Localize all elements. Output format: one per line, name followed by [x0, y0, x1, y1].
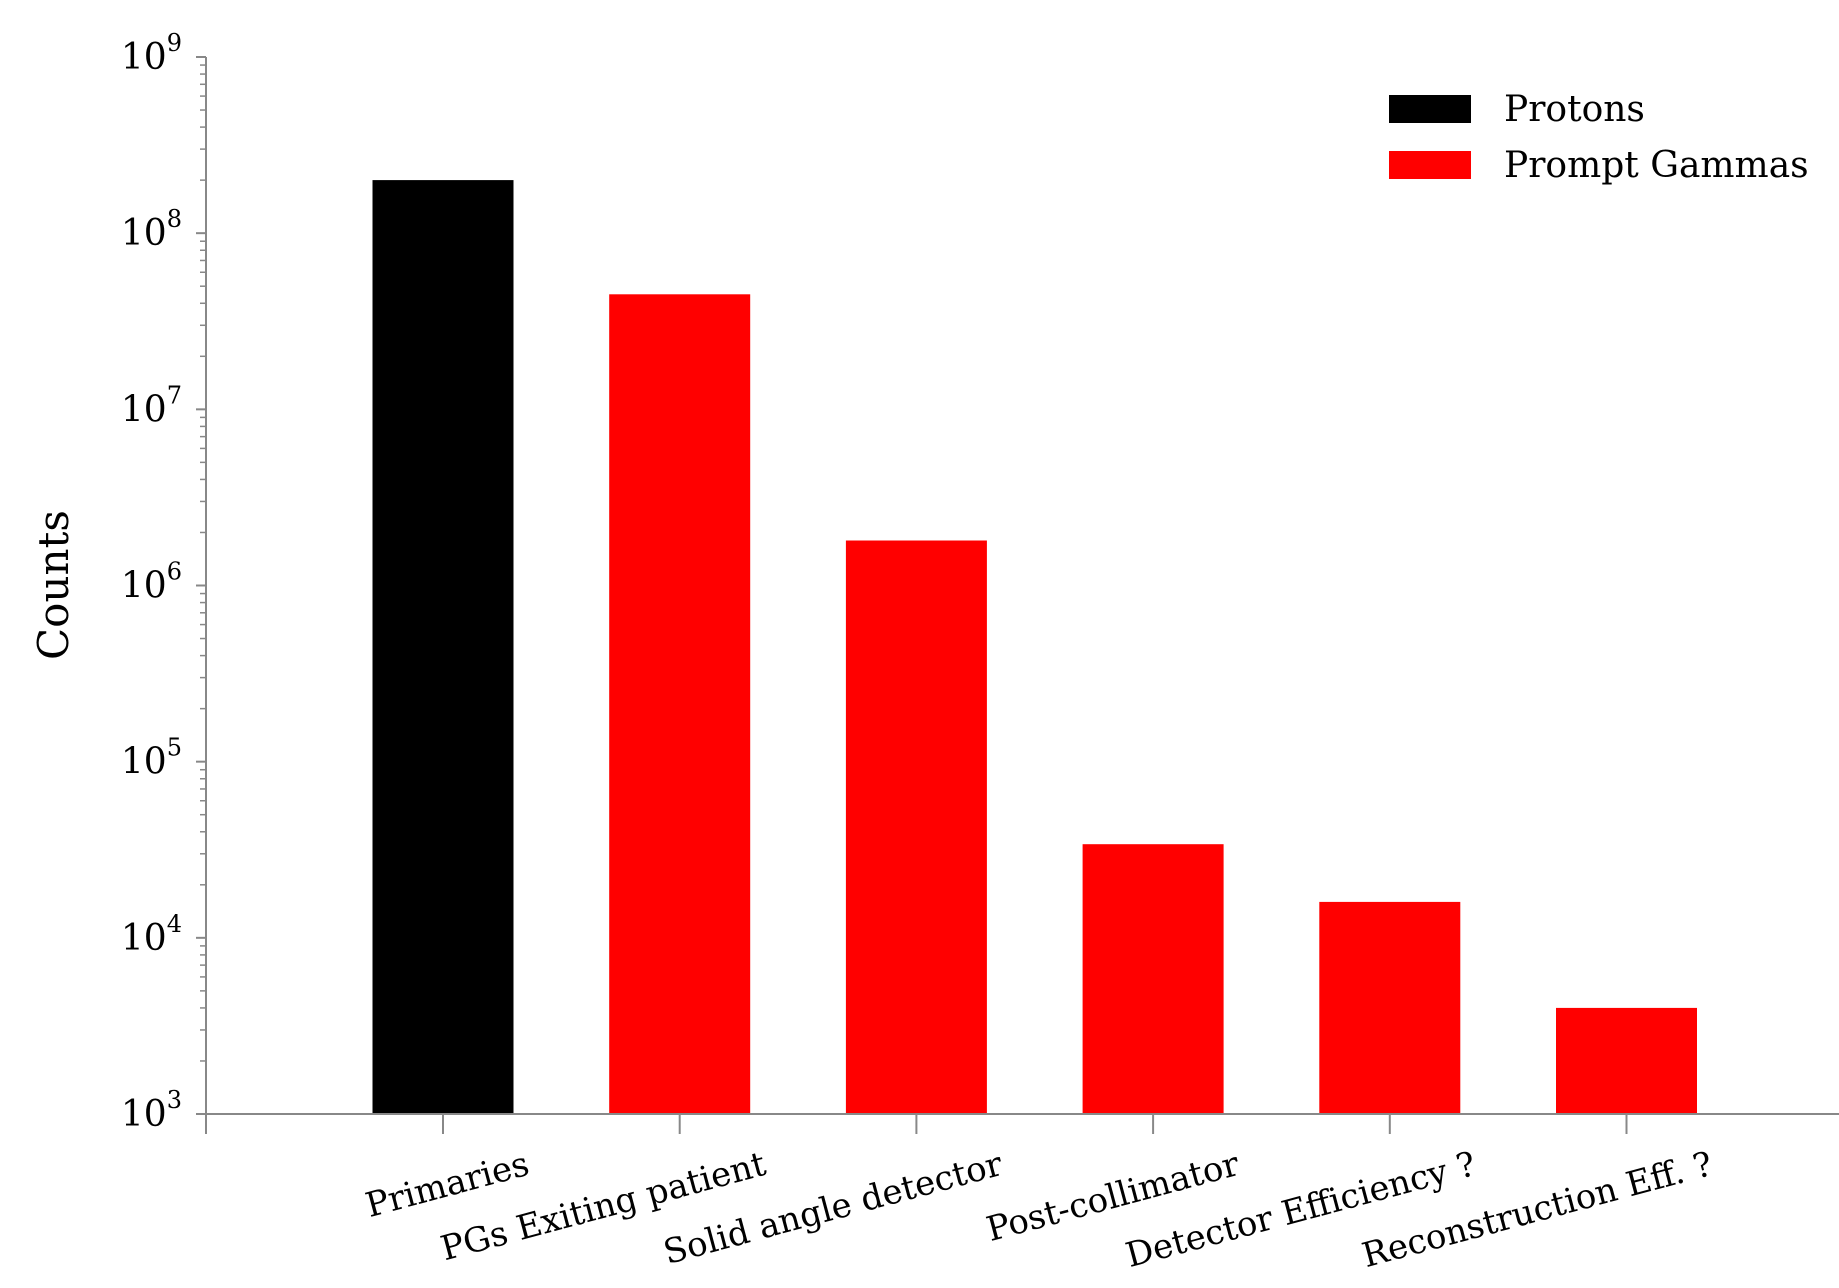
legend-swatch	[1389, 151, 1471, 179]
legend-swatch	[1389, 95, 1471, 123]
y-tick-label: 106	[121, 558, 182, 607]
plot-area	[372, 180, 1697, 1115]
bar-detector-efficiency	[1319, 901, 1461, 1114]
bar-post-collimator	[1082, 844, 1224, 1114]
legend-label: Prompt Gammas	[1504, 145, 1809, 186]
y-tick-label: 109	[121, 29, 182, 78]
bar-pgs-exiting-patient	[609, 294, 751, 1114]
legend-label: Protons	[1504, 89, 1645, 130]
y-tick-label: 103	[121, 1086, 182, 1135]
y-tick-label: 108	[121, 205, 182, 254]
bar-primaries	[372, 180, 514, 1115]
y-tick-label: 105	[121, 734, 182, 783]
bar-reconstruction-eff	[1556, 1007, 1697, 1114]
y-axis-title: Counts	[29, 510, 78, 660]
y-tick-label: 107	[121, 381, 182, 430]
y-tick-label: 104	[121, 910, 182, 959]
bar-solid-angle-detector	[845, 540, 987, 1114]
legend: Protons Prompt Gammas	[1389, 89, 1809, 186]
